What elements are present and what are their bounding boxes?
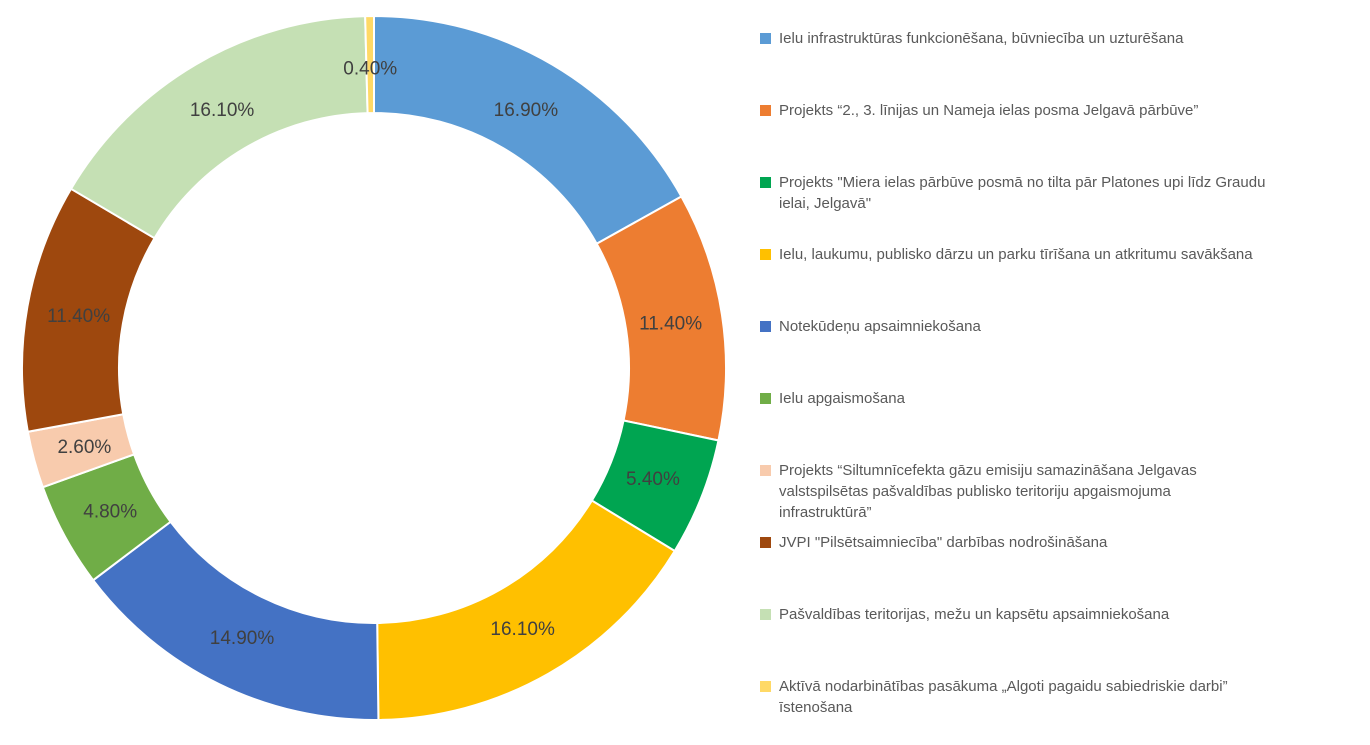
slice-percentage-label: 2.60%	[57, 437, 111, 458]
legend-item: Aktīvā nodarbinātības pasākuma „Algoti p…	[760, 676, 1366, 745]
slice-percentage-label: 11.40%	[639, 314, 702, 335]
legend-label: Aktīvā nodarbinātības pasākuma „Algoti p…	[779, 678, 1228, 716]
legend-item: JVPI "Pilsētsaimniecība" darbības nodroš…	[760, 532, 1366, 604]
legend-label: JVPI "Pilsētsaimniecība" darbības nodroš…	[779, 534, 1108, 551]
legend-color-swatch-icon	[760, 681, 771, 692]
chart-legend: Ielu infrastruktūras funkcionēšana, būvn…	[760, 28, 1366, 745]
legend-color-swatch-icon	[760, 105, 771, 116]
slice-percentage-label: 16.10%	[190, 100, 255, 121]
legend-item: Projekts "Miera ielas pārbūve posmā no t…	[760, 172, 1366, 244]
donut-slice	[373, 14, 683, 246]
donut-chart: 16.90% 11.40% 5.40% 16.10% 14.90% 4.80% 2.60% 1…	[21, 14, 727, 721]
slice-percentage-label: 11.40%	[47, 306, 110, 327]
legend-color-swatch-icon	[760, 609, 771, 620]
legend-label: Ielu apgaismošana	[779, 390, 905, 407]
legend-item: Projekts “Siltumnīcefekta gāzu emisiju s…	[760, 460, 1366, 532]
donut-slice	[376, 499, 677, 721]
legend-label: Notekūdeņu apsaimniekošana	[779, 318, 981, 335]
slice-percentage-label: 5.40%	[626, 469, 680, 490]
legend-label: Pašvaldības teritorijas, mežu un kapsētu…	[779, 606, 1170, 623]
legend-label: Projekts “Siltumnīcefekta gāzu emisiju s…	[779, 462, 1197, 521]
legend-item: Ielu infrastruktūras funkcionēšana, būvn…	[760, 28, 1366, 100]
donut-slice	[69, 15, 369, 240]
donut-slice	[91, 520, 380, 721]
legend-item: Ielu, laukumu, publisko dārzu un parku t…	[760, 244, 1366, 316]
legend-color-swatch-icon	[760, 537, 771, 548]
slice-percentage-label: 4.80%	[83, 502, 137, 523]
slice-percentage-label: 0.40%	[343, 59, 397, 80]
legend-color-swatch-icon	[760, 465, 771, 476]
legend-color-swatch-icon	[760, 393, 771, 404]
legend-color-swatch-icon	[760, 177, 771, 188]
legend-label: Ielu infrastruktūras funkcionēšana, būvn…	[779, 30, 1184, 47]
legend-item: Notekūdeņu apsaimniekošana	[760, 316, 1366, 388]
slice-percentage-label: 16.90%	[494, 100, 559, 121]
legend-label: Projekts "Miera ielas pārbūve posmā no t…	[779, 174, 1266, 212]
legend-label: Ielu, laukumu, publisko dārzu un parku t…	[779, 246, 1253, 263]
donut-svg: 16.90% 11.40% 5.40% 16.10% 14.90% 4.80% 2.60% 1…	[21, 14, 727, 721]
slice-percentage-label: 16.10%	[490, 619, 555, 640]
legend-color-swatch-icon	[760, 321, 771, 332]
legend-color-swatch-icon	[760, 249, 771, 260]
legend-item: Ielu apgaismošana	[760, 388, 1366, 460]
slice-percentage-label: 14.90%	[210, 628, 275, 649]
donut-slice	[364, 14, 375, 115]
legend-item: Pašvaldības teritorijas, mežu un kapsētu…	[760, 604, 1366, 676]
legend-color-swatch-icon	[760, 33, 771, 44]
legend-item: Projekts “2., 3. līnijas un Nameja ielas…	[760, 100, 1366, 172]
legend-label: Projekts “2., 3. līnijas un Nameja ielas…	[779, 102, 1199, 119]
